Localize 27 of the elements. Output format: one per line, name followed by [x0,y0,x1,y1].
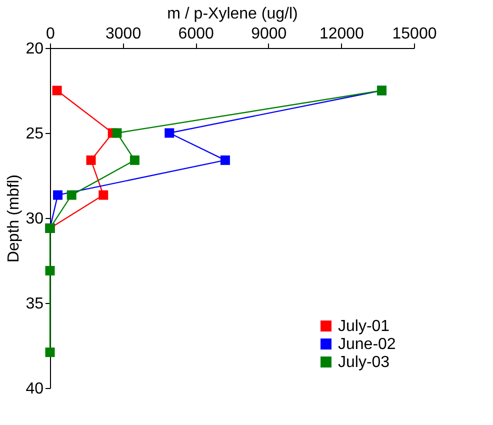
x-tick-label: 15000 [392,26,437,42]
point [130,155,140,165]
y-tick-label: 30 [26,210,44,228]
x-axis-title: m / p-Xylene (ug/l) [167,6,298,22]
x-tick-label: 3000 [106,26,142,42]
y-tick-label: 20 [26,40,44,58]
y-tick-label: 40 [26,380,44,398]
y-axis-title: Depth (mbfl) [6,174,23,263]
point [66,190,76,200]
point [53,190,63,200]
legend-label: June-02 [338,336,396,353]
point [52,86,62,96]
legend-label: July-03 [338,354,390,371]
point [164,128,174,138]
x-tick-label: 9000 [251,26,287,42]
point [45,266,55,276]
point [98,190,108,200]
point [112,128,122,138]
x-tick-label: 6000 [178,26,214,42]
point [86,155,96,165]
point [220,155,230,165]
x-tick-label: 0 [46,26,56,42]
legend-label: July-01 [338,318,390,335]
y-tick-label: 35 [26,296,44,312]
point [45,348,55,358]
x-tick-label: 12000 [319,26,364,42]
y-tick-label: 25 [26,126,44,142]
